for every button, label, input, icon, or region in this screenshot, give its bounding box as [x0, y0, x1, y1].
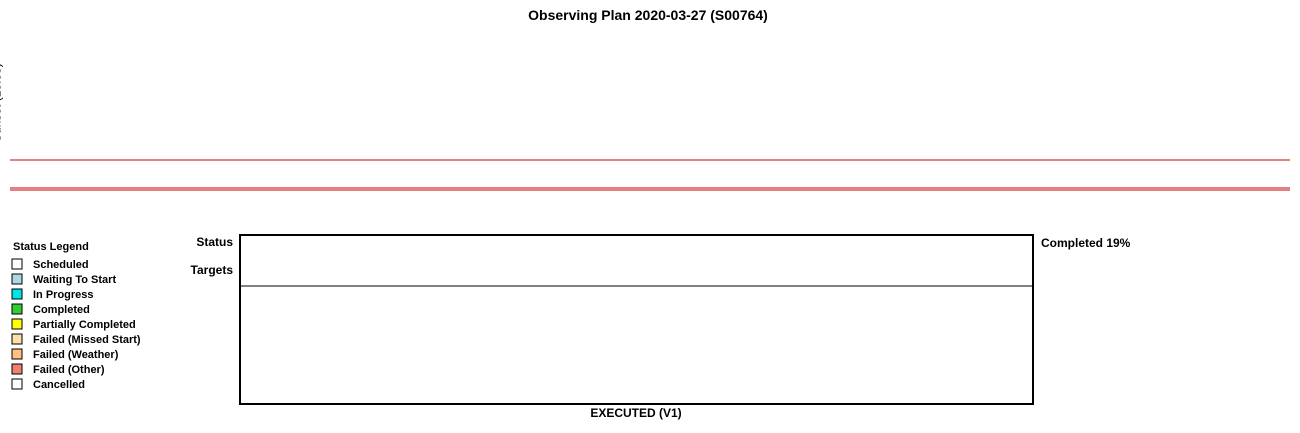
status-legend: Status Legend Scheduled Waiting To Start In…	[11, 241, 141, 391]
legend-item-label: Failed (Weather)	[33, 349, 119, 361]
legend-swatch	[11, 303, 23, 315]
executed-frame	[239, 234, 1034, 405]
chart-title: Observing Plan 2020-03-27 (S00764)	[528, 7, 768, 23]
legend-swatch	[11, 333, 23, 345]
event-label: Sunset (18:38)	[0, 63, 3, 142]
legend-item-label: Failed (Missed Start)	[33, 334, 141, 346]
legend-title: Status Legend	[13, 241, 89, 253]
legend-swatch	[11, 273, 23, 285]
legend-item-label: In Progress	[33, 289, 94, 301]
legend-swatch	[11, 288, 23, 300]
legend-item-label: Scheduled	[33, 259, 89, 271]
targets-row: RR TauC/2020 A2 (Iwamoto)Scholz's StarU …	[240, 285, 1033, 287]
legend-swatch	[11, 378, 23, 390]
legend-item-label: Partially Completed	[33, 319, 136, 331]
legend-item-label: Waiting To Start	[33, 274, 116, 286]
legend-swatch	[11, 348, 23, 360]
legend-swatch	[11, 318, 23, 330]
legend-swatch	[11, 258, 23, 270]
legend-item-label: Completed	[33, 304, 90, 316]
hour-axis: 192021222300010203040506	[10, 189, 1290, 191]
legend-item-label: Cancelled	[33, 379, 85, 391]
legend-swatch	[11, 363, 23, 375]
status-row-label: Status	[196, 235, 233, 249]
legend-item-label: Failed (Other)	[33, 364, 105, 376]
targets-row-label: Targets	[191, 263, 234, 277]
executed-footer: EXECUTED (V1)	[590, 406, 681, 420]
sky-condition-bands: TwilightGreyDarkDarkestGreyTwilight	[10, 159, 1290, 189]
status-summary: Completed 19%	[1041, 236, 1131, 250]
event-markers: Sunset (18:38)6 deg (19:17)8 deg (19:32)…	[0, 63, 3, 142]
